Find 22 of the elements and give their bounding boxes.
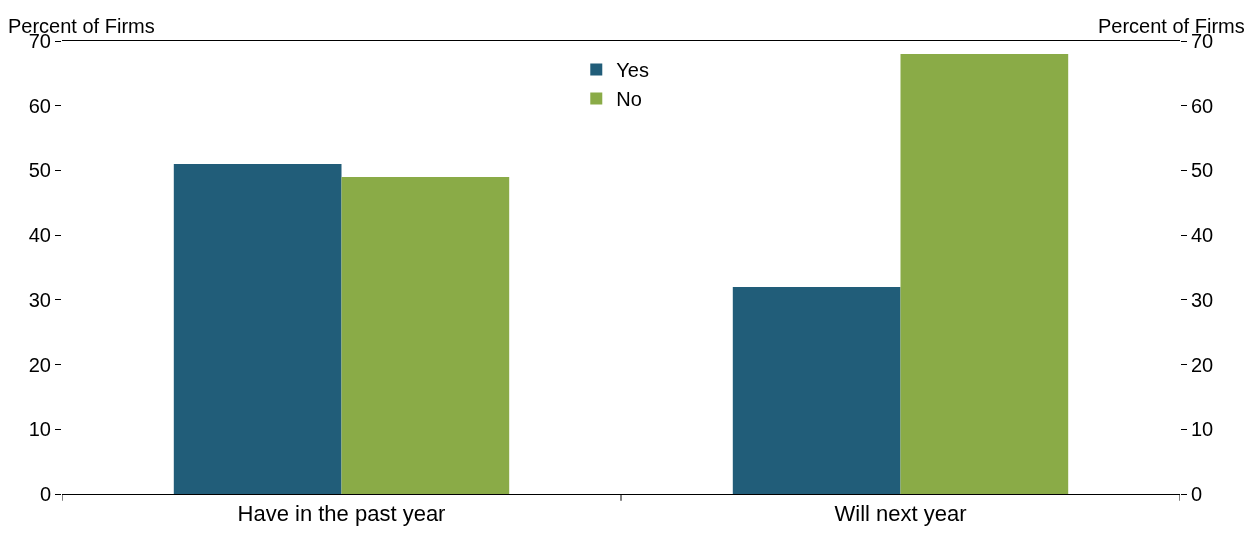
- bar: [732, 286, 901, 494]
- y-tick-label: 50: [28, 159, 51, 182]
- y2-tick-label: 40: [1191, 224, 1214, 247]
- y2-tick-label: 20: [1191, 353, 1214, 376]
- legend-label: Yes: [616, 59, 649, 82]
- legend-label: No: [616, 88, 642, 111]
- x-tick-label: Will next year: [834, 501, 967, 527]
- y2-tick-label: 30: [1191, 288, 1214, 311]
- y2-tick-label: 0: [1191, 483, 1203, 505]
- bar: [173, 163, 342, 494]
- y2-tick-label: 60: [1191, 94, 1214, 117]
- y-tick-label: 40: [28, 224, 51, 247]
- y2-tick-label: 50: [1191, 159, 1214, 182]
- y-tick-label: 30: [28, 288, 51, 311]
- y2-tick-label: 10: [1191, 418, 1214, 441]
- y-tick-label: 10: [28, 418, 51, 441]
- y-tick-label: 60: [28, 94, 51, 117]
- x-tick-label: Have in the past year: [237, 501, 446, 527]
- y-tick-label: 0: [39, 483, 51, 505]
- bar: [900, 53, 1069, 494]
- y-tick-label: 20: [28, 353, 51, 376]
- bar: [341, 176, 510, 494]
